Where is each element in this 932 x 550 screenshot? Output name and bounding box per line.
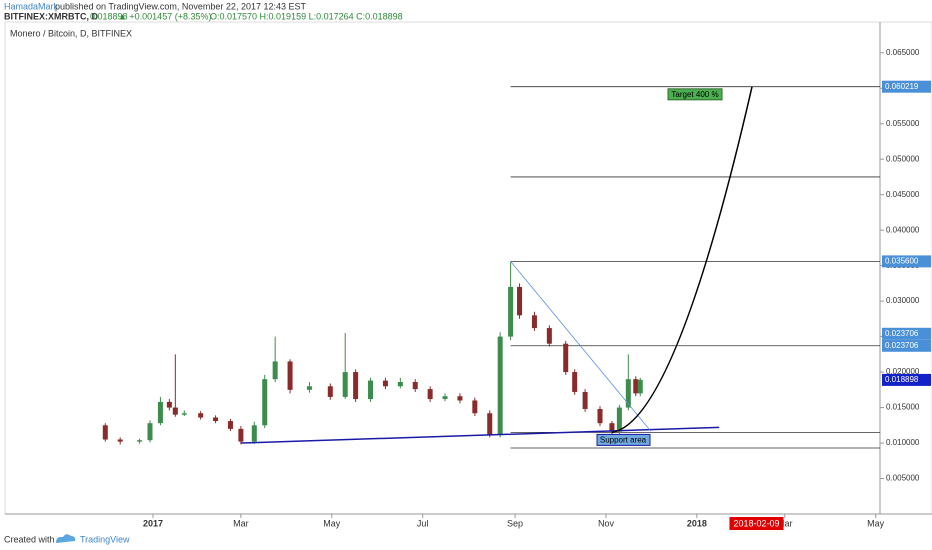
candle-body bbox=[306, 386, 312, 390]
footer-created: Created with bbox=[4, 534, 55, 544]
candle-body bbox=[508, 286, 514, 337]
price: 0.018898 bbox=[90, 11, 128, 21]
y-tick-label: 0.020000 bbox=[886, 367, 920, 376]
candle-body bbox=[327, 386, 333, 397]
candle-body bbox=[147, 423, 153, 441]
candle-body bbox=[412, 382, 418, 390]
candle-body bbox=[213, 417, 219, 422]
x-tick-label: Mar bbox=[777, 518, 793, 528]
candle-body bbox=[616, 407, 622, 432]
candle-body bbox=[442, 396, 448, 400]
candle-body bbox=[637, 379, 643, 394]
x-tick-label: Nov bbox=[598, 518, 615, 528]
x-tick-label: 2017 bbox=[143, 518, 163, 528]
candle-body bbox=[251, 425, 257, 442]
candle-body bbox=[625, 379, 631, 408]
symbol: BITFINEX:XMRBTC, D bbox=[4, 11, 98, 21]
price-badge bbox=[882, 80, 931, 93]
y-tick-label: 0.050000 bbox=[886, 154, 920, 163]
x-tick-label: Jul bbox=[417, 518, 429, 528]
candle-body bbox=[487, 413, 493, 435]
x-tick-label: May bbox=[323, 518, 341, 528]
target-box bbox=[667, 88, 723, 101]
candle-body bbox=[633, 379, 639, 394]
price-badge-label: 0.035600 bbox=[885, 256, 919, 265]
candle-body bbox=[531, 315, 537, 329]
candle-body bbox=[563, 343, 569, 373]
y-tick-label: 0.010000 bbox=[886, 438, 920, 447]
candle-body bbox=[181, 413, 187, 415]
candle-body bbox=[427, 389, 433, 400]
price-badge-label: 0.023706 bbox=[885, 329, 919, 338]
published: published on TradingView.com, November 2… bbox=[55, 1, 306, 11]
wedge-line bbox=[510, 261, 651, 432]
y-tick-label: 0.045000 bbox=[886, 190, 920, 199]
plot-frame bbox=[4, 21, 932, 515]
candle-body bbox=[546, 328, 552, 344]
candle-body bbox=[166, 401, 172, 408]
price-badge-label: 0.060219 bbox=[885, 82, 919, 91]
y-tick-label: 0.040000 bbox=[886, 225, 920, 234]
price-badge bbox=[882, 373, 931, 386]
price-badge-label: 0.018898 bbox=[885, 375, 919, 384]
x-tick-label: 2018 bbox=[687, 518, 707, 528]
target-curve bbox=[611, 86, 753, 434]
support-box bbox=[596, 433, 651, 446]
x-tick-label: Sep bbox=[507, 518, 523, 528]
candle-body bbox=[457, 396, 463, 401]
support-line bbox=[240, 426, 720, 444]
candle-body bbox=[342, 372, 348, 397]
chart-title: Monero / Bitcoin, D, BITFINEX bbox=[10, 28, 132, 38]
x-tick-label: Mar bbox=[233, 518, 249, 528]
candle-body bbox=[368, 380, 374, 400]
candle-body bbox=[262, 379, 268, 426]
target-label: Target 400 % bbox=[671, 90, 718, 99]
candle-body bbox=[517, 286, 523, 316]
candle-body bbox=[472, 400, 478, 414]
y-tick-label: 0.005000 bbox=[886, 474, 920, 483]
logo bbox=[56, 534, 76, 543]
change: ▲ +0.001457 (+8.35%) bbox=[118, 11, 211, 21]
y-tick-label: 0.055000 bbox=[886, 119, 920, 128]
cursor-label: 2018-02-09 bbox=[733, 518, 779, 528]
candle-body bbox=[102, 425, 108, 440]
candle-body bbox=[238, 428, 244, 442]
cursor-badge bbox=[729, 517, 784, 530]
footer-brand: TradingView bbox=[80, 534, 130, 544]
x-tick-label: May bbox=[867, 518, 885, 528]
candle-body bbox=[597, 408, 603, 424]
candle-body bbox=[353, 372, 359, 400]
candle-body bbox=[157, 401, 163, 424]
author: HamadaMark bbox=[4, 1, 59, 11]
candle-body bbox=[497, 336, 503, 435]
y-tick-label: 0.030000 bbox=[886, 296, 920, 305]
candle-body bbox=[572, 372, 578, 392]
price-badge bbox=[882, 255, 931, 268]
candle-body bbox=[117, 439, 123, 442]
candle-body bbox=[227, 421, 233, 429]
price-badge bbox=[882, 327, 931, 340]
candle-body bbox=[198, 413, 204, 418]
candle-body bbox=[272, 361, 278, 380]
candle-body bbox=[609, 423, 615, 432]
y-tick-label: 0.015000 bbox=[886, 403, 920, 412]
candle-body bbox=[137, 440, 143, 442]
price-badge bbox=[882, 339, 931, 352]
price-badge-label: 0.023706 bbox=[885, 341, 919, 350]
y-tick-label: 0.065000 bbox=[886, 48, 920, 57]
candle-body bbox=[172, 407, 178, 415]
candle-body bbox=[397, 382, 403, 387]
ohlc: O:0.017570 H:0.019159 L:0.017264 C:0.018… bbox=[210, 11, 403, 21]
candle-body bbox=[582, 391, 588, 409]
candle-body bbox=[382, 380, 388, 387]
support-label: Support area bbox=[600, 436, 647, 445]
candle-body bbox=[287, 361, 293, 390]
